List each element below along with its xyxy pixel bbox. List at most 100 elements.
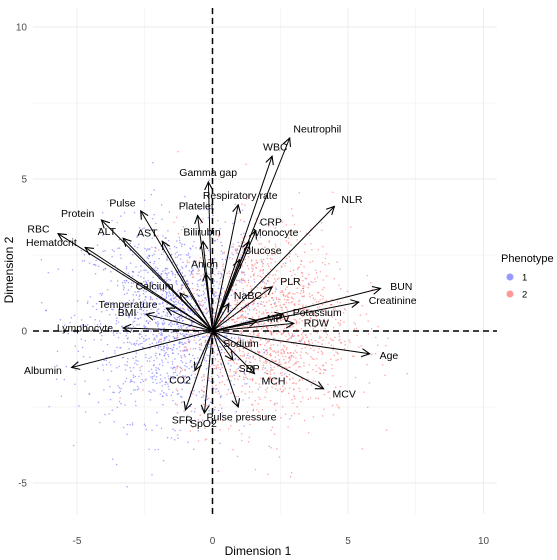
data-point	[130, 378, 132, 381]
data-point	[279, 304, 281, 307]
data-point	[173, 303, 175, 306]
data-point	[227, 388, 230, 391]
data-point	[247, 281, 250, 284]
data-point	[191, 267, 193, 270]
data-point	[145, 282, 148, 284]
data-point	[74, 383, 76, 386]
data-point	[105, 302, 108, 305]
vector-label: NaBC	[234, 290, 262, 302]
data-point	[234, 357, 237, 360]
data-point	[284, 295, 287, 298]
data-point	[184, 349, 187, 352]
data-point	[228, 276, 230, 278]
data-point	[319, 368, 322, 371]
data-point	[286, 294, 288, 296]
data-point	[166, 348, 169, 351]
data-point	[337, 358, 339, 361]
data-point	[238, 339, 240, 341]
data-point	[260, 328, 263, 330]
data-point	[247, 441, 250, 443]
vector-label: RDW	[304, 318, 329, 330]
data-point	[272, 360, 274, 362]
loading-arrow	[162, 241, 213, 332]
data-point	[155, 424, 158, 427]
data-point	[298, 318, 301, 320]
data-point	[256, 239, 259, 242]
loading-arrow	[146, 314, 213, 332]
data-point	[165, 292, 168, 295]
data-point	[222, 414, 224, 417]
data-point	[119, 253, 122, 256]
data-point	[130, 380, 132, 382]
data-point	[154, 250, 156, 252]
data-point	[200, 300, 202, 303]
data-point	[111, 409, 114, 411]
data-point	[249, 341, 251, 343]
data-point	[239, 256, 242, 258]
data-point	[229, 351, 231, 354]
data-point	[177, 310, 179, 312]
data-point	[301, 315, 304, 318]
data-point	[214, 291, 216, 293]
data-point	[250, 339, 252, 342]
data-point	[242, 347, 245, 350]
data-point	[244, 316, 246, 318]
data-point	[244, 204, 246, 206]
data-point	[162, 364, 164, 367]
data-point	[300, 400, 302, 403]
data-point	[190, 298, 193, 300]
data-point	[251, 316, 254, 319]
data-point	[171, 360, 174, 363]
data-point	[311, 294, 313, 297]
data-point	[166, 313, 169, 315]
data-point	[236, 279, 238, 281]
data-point	[134, 389, 137, 391]
data-point	[266, 327, 269, 330]
data-point	[293, 412, 296, 415]
data-point	[157, 367, 159, 369]
data-point	[134, 362, 136, 364]
data-point	[113, 334, 115, 337]
data-point	[237, 212, 239, 215]
data-point	[308, 342, 311, 345]
data-point	[300, 263, 302, 266]
data-point	[141, 346, 144, 348]
data-point	[239, 292, 241, 294]
data-point	[242, 318, 245, 320]
data-point	[163, 391, 165, 394]
data-point	[181, 304, 184, 306]
data-point	[269, 322, 272, 325]
data-point	[140, 265, 142, 267]
data-point	[294, 363, 296, 365]
data-point	[336, 404, 338, 406]
data-point	[121, 312, 124, 315]
data-point	[166, 315, 169, 317]
data-point	[241, 433, 243, 435]
data-point	[220, 297, 222, 300]
data-point	[175, 281, 177, 283]
data-point	[276, 278, 279, 281]
data-point	[266, 361, 268, 363]
data-point	[204, 357, 206, 359]
data-point	[327, 391, 329, 393]
data-point	[197, 440, 200, 442]
data-point	[143, 325, 145, 327]
data-point	[147, 279, 149, 282]
data-point	[131, 424, 134, 426]
data-point	[288, 255, 291, 258]
data-point	[219, 371, 222, 374]
data-point	[285, 361, 287, 364]
data-point	[88, 262, 91, 264]
data-point	[307, 340, 310, 343]
data-point	[252, 378, 254, 381]
data-point	[249, 333, 251, 335]
loading-arrow	[123, 328, 213, 331]
data-point	[187, 331, 190, 334]
data-point	[82, 355, 85, 358]
data-point	[195, 394, 198, 397]
data-point	[174, 403, 177, 405]
data-point	[143, 340, 145, 342]
data-point	[344, 309, 347, 311]
data-point	[74, 345, 77, 347]
data-point	[236, 368, 238, 371]
